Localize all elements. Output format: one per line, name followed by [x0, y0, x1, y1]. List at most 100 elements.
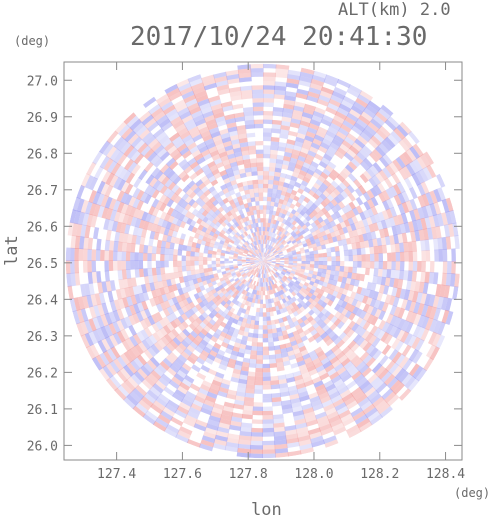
radar-cell: [243, 313, 249, 319]
radar-cell: [120, 181, 130, 193]
radar-cell: [164, 83, 179, 94]
radar-cell: [380, 104, 394, 117]
radar-cell: [320, 157, 330, 165]
radar-cell: [254, 192, 259, 198]
radar-cell: [224, 113, 235, 121]
radar-cell: [117, 384, 130, 398]
radar-cell: [160, 373, 172, 384]
radar-cell: [240, 339, 248, 346]
radar-cell: [286, 221, 292, 228]
radar-cell: [203, 399, 215, 408]
radar-cell: [215, 353, 224, 360]
radar-cell: [70, 235, 77, 249]
radar-cell: [207, 353, 216, 361]
radar-cell: [267, 259, 272, 261]
radar-cell: [337, 216, 344, 224]
radar-cell: [215, 294, 222, 301]
radar-cell: [227, 243, 233, 248]
radar-cell: [225, 149, 235, 156]
radar-cell: [249, 453, 263, 459]
radar-cell: [290, 153, 300, 160]
radar-cell: [407, 221, 415, 233]
radar-cell: [323, 153, 333, 162]
radar-cell: [235, 238, 241, 243]
radar-cell: [318, 236, 324, 242]
radar-cell: [120, 328, 130, 341]
radar-cell: [300, 229, 306, 235]
radar-cell: [344, 136, 355, 146]
radar-cell: [251, 247, 256, 252]
radar-cell: [391, 261, 396, 271]
radar-cell: [109, 334, 119, 347]
radar-cell: [262, 363, 270, 369]
radar-cell: [275, 255, 280, 258]
radar-cell: [150, 141, 162, 152]
radar-cell: [287, 266, 293, 269]
radar-cell: [332, 236, 338, 243]
radar-cell: [238, 316, 244, 322]
radar-cell: [221, 294, 227, 301]
radar-cell: [307, 244, 313, 249]
radar-cell: [309, 267, 314, 272]
radar-cell: [311, 74, 326, 83]
radar-cell: [275, 261, 281, 263]
radar-cell: [96, 315, 105, 329]
radar-cell: [270, 145, 279, 151]
radar-cell: [212, 107, 224, 115]
radar-cell: [266, 273, 269, 278]
radar-cell: [385, 164, 396, 176]
radar-cell: [288, 303, 294, 310]
radar-cell: [409, 210, 417, 222]
radar-cell: [341, 213, 348, 222]
radar-cell: [424, 216, 432, 229]
radar-cell: [256, 263, 260, 268]
radar-cell: [286, 240, 292, 245]
radar-cell: [274, 265, 279, 269]
radar-cell: [277, 241, 282, 246]
radar-cell: [250, 243, 254, 248]
radar-cell: [240, 233, 245, 239]
radar-cell: [169, 132, 181, 142]
radar-cell: [177, 82, 192, 92]
radar-cell: [241, 308, 247, 314]
radar-cell: [341, 345, 351, 355]
radar-cell: [265, 264, 269, 269]
radar-cell: [217, 309, 224, 316]
radar-cell: [208, 175, 217, 183]
radar-cell: [280, 272, 285, 277]
radar-cell: [331, 118, 343, 128]
radar-cell: [198, 314, 206, 322]
radar-cell: [182, 328, 191, 337]
radar-cell: [330, 246, 336, 253]
radar-cell: [272, 184, 279, 190]
radar-cell: [342, 288, 349, 296]
radar-cell: [405, 200, 414, 212]
radar-cell: [392, 183, 402, 196]
radar-cell: [346, 224, 353, 233]
radar-cell: [200, 439, 215, 448]
radar-cell: [321, 268, 327, 274]
radar-cell: [416, 218, 423, 231]
radar-cell: [301, 224, 308, 230]
radar-cell: [395, 252, 401, 262]
radar-cell: [271, 392, 281, 398]
radar-cell: [267, 277, 270, 282]
radar-cell: [270, 253, 275, 257]
radar-cell: [418, 229, 425, 241]
radar-cell: [110, 346, 121, 359]
radar-cell: [329, 356, 339, 365]
radar-cell: [177, 206, 185, 214]
radar-cell: [346, 132, 358, 143]
radar-cell: [236, 125, 247, 131]
radar-cell: [276, 216, 282, 222]
radar-cell: [254, 261, 259, 264]
radar-cell: [164, 333, 173, 343]
radar-cell: [327, 330, 336, 339]
radar-cell: [231, 183, 239, 190]
radar-cell: [404, 251, 409, 262]
radar-cell: [263, 261, 267, 264]
radar-cell: [234, 201, 241, 208]
radar-cell: [225, 237, 231, 242]
radar-cell: [184, 280, 190, 288]
radar-cell: [136, 189, 145, 201]
